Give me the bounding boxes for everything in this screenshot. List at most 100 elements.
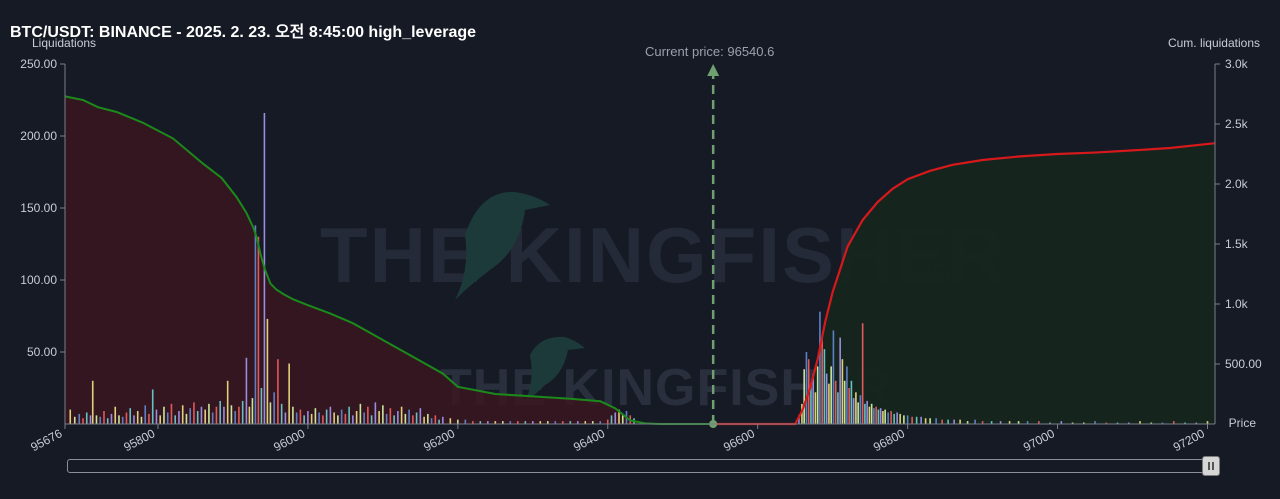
liquidation-bar[interactable] — [798, 415, 800, 424]
liquidation-bar[interactable] — [531, 421, 534, 424]
liquidation-bar[interactable] — [502, 421, 504, 424]
liquidation-bar[interactable] — [599, 421, 602, 424]
liquidation-bar[interactable] — [337, 415, 339, 424]
liquidation-bar[interactable] — [329, 406, 332, 424]
liquidation-bar[interactable] — [314, 408, 317, 424]
liquidation-bar[interactable] — [211, 412, 214, 424]
liquidation-bar[interactable] — [292, 406, 294, 424]
liquidation-bar[interactable] — [95, 415, 98, 424]
liquidation-bar[interactable] — [185, 413, 188, 424]
liquidation-bar[interactable] — [584, 421, 587, 424]
liquidation-bar[interactable] — [546, 421, 549, 424]
liquidation-bar[interactable] — [810, 383, 812, 424]
liquidation-bar[interactable] — [1139, 421, 1141, 424]
liquidation-bar[interactable] — [911, 416, 913, 424]
liquidation-bar[interactable] — [69, 409, 72, 424]
liquidation-bar[interactable] — [848, 388, 850, 424]
liquidation-bar[interactable] — [166, 412, 169, 424]
liquidation-bar[interactable] — [136, 411, 139, 424]
liquidation-bar[interactable] — [1127, 422, 1130, 424]
liquidation-bar[interactable] — [318, 412, 320, 424]
liquidation-bar[interactable] — [517, 421, 519, 424]
liquidation-bar[interactable] — [200, 406, 203, 424]
liquidation-bar[interactable] — [355, 411, 358, 424]
liquidation-bar[interactable] — [363, 412, 365, 424]
liquidation-bar[interactable] — [812, 373, 814, 424]
liquidation-bar[interactable] — [140, 416, 143, 424]
liquidation-bar[interactable] — [325, 409, 328, 424]
liquidation-bar[interactable] — [457, 419, 459, 424]
liquidation-bar[interactable] — [352, 415, 354, 424]
liquidation-bar[interactable] — [284, 412, 287, 424]
liquidation-bar[interactable] — [170, 403, 173, 424]
liquidation-bar[interactable] — [99, 416, 102, 424]
liquidation-bar[interactable] — [819, 311, 821, 424]
liquidation-bar[interactable] — [823, 349, 826, 424]
liquidation-bar[interactable] — [539, 421, 542, 424]
liquidation-bar[interactable] — [307, 411, 309, 424]
liquidation-bar[interactable] — [494, 421, 497, 424]
liquidation-bar[interactable] — [859, 395, 862, 424]
liquidation-bar[interactable] — [449, 418, 452, 424]
liquidation-bar[interactable] — [841, 359, 844, 424]
liquidation-bar[interactable] — [151, 389, 154, 424]
liquidation-bar[interactable] — [155, 409, 158, 424]
liquidation-bar[interactable] — [389, 408, 392, 424]
liquidation-bar[interactable] — [834, 380, 837, 424]
liquidation-bar[interactable] — [404, 413, 407, 424]
liquidation-bar[interactable] — [966, 421, 969, 424]
liquidation-bar[interactable] — [896, 412, 898, 424]
liquidation-bar[interactable] — [576, 421, 579, 424]
liquidation-bar[interactable] — [110, 413, 113, 424]
liquidation-bar[interactable] — [614, 412, 617, 424]
liquidation-bar[interactable] — [877, 409, 880, 424]
liquidation-bar[interactable] — [941, 419, 943, 424]
liquidation-bar[interactable] — [903, 415, 905, 424]
liquidation-bar[interactable] — [472, 421, 474, 424]
liquidation-bar[interactable] — [999, 421, 1002, 424]
liquidation-bar[interactable] — [85, 412, 88, 424]
liquidation-bar[interactable] — [837, 392, 839, 424]
liquidation-bar[interactable] — [442, 416, 444, 424]
liquidation-bar[interactable] — [322, 415, 324, 424]
liquidation-bar[interactable] — [915, 416, 918, 424]
liquidation-bar[interactable] — [129, 408, 132, 424]
liquidation-bar[interactable] — [310, 413, 313, 424]
liquidation-bar[interactable] — [825, 373, 828, 424]
liquidation-bar[interactable] — [882, 411, 884, 424]
liquidation-bar[interactable] — [344, 413, 347, 424]
liquidation-bar[interactable] — [333, 412, 335, 424]
liquidation-bar[interactable] — [204, 409, 206, 424]
liquidation-bar[interactable] — [1206, 421, 1209, 424]
liquidation-bar[interactable] — [464, 419, 467, 424]
liquidation-bar[interactable] — [561, 421, 564, 424]
liquidation-bar[interactable] — [106, 418, 109, 424]
liquidation-bar[interactable] — [374, 402, 377, 424]
liquidation-bar[interactable] — [121, 416, 124, 424]
liquidation-bar[interactable] — [953, 419, 955, 424]
liquidation-bar[interactable] — [234, 411, 236, 424]
liquidation-bar[interactable] — [873, 408, 875, 424]
liquidation-bar[interactable] — [303, 415, 305, 424]
liquidation-bar[interactable] — [238, 406, 240, 424]
horizontal-scrollbar[interactable] — [67, 456, 1220, 476]
liquidation-bar[interactable] — [245, 357, 248, 424]
liquidation-bar[interactable] — [828, 383, 830, 424]
liquidation-bar[interactable] — [879, 408, 882, 424]
liquidation-bar[interactable] — [273, 392, 275, 424]
liquidation-bar[interactable] — [257, 236, 260, 424]
liquidation-bar[interactable] — [114, 406, 117, 424]
liquidation-bar[interactable] — [78, 413, 81, 424]
liquidation-bar[interactable] — [118, 415, 120, 424]
liquidation-bar[interactable] — [890, 411, 892, 424]
liquidation-bar[interactable] — [91, 380, 94, 424]
liquidation-bar[interactable] — [378, 411, 380, 424]
liquidation-bar[interactable] — [269, 402, 272, 424]
liquidation-bar[interactable] — [254, 225, 257, 424]
liquidation-bar[interactable] — [215, 406, 218, 424]
liquidation-bar[interactable] — [487, 421, 489, 424]
liquidation-bar[interactable] — [861, 323, 864, 424]
liquidation-bar[interactable] — [893, 413, 895, 424]
liquidation-bar[interactable] — [857, 402, 859, 424]
